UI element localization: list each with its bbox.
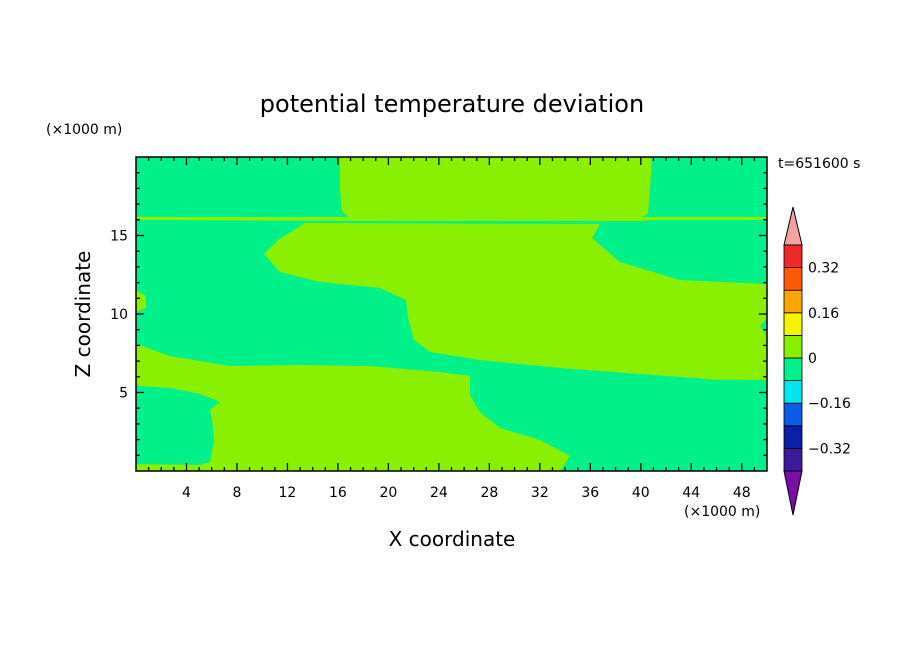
x-tick-label: 24 xyxy=(430,485,448,501)
colorbar-swatch xyxy=(783,357,803,382)
colorbar-swatch xyxy=(783,334,803,359)
colorbar-swatch xyxy=(783,425,803,449)
y-tick-label: 5 xyxy=(119,386,128,402)
x-tick-label: 4 xyxy=(182,485,191,501)
x-tick-label: 44 xyxy=(682,485,700,501)
x-tick-label: 20 xyxy=(379,485,397,501)
x-tick-label: 40 xyxy=(632,485,650,501)
chart-title: potential temperature deviation xyxy=(260,90,644,118)
colorbar-over-arrow xyxy=(783,206,803,246)
colorbar: 0.32 0.16 0 −0.16 −0.32 xyxy=(783,206,851,516)
colorbar-swatch xyxy=(783,312,803,336)
colorbar-under-arrow xyxy=(783,470,803,516)
colorbar-label: 0.16 xyxy=(808,306,839,322)
colorbar-swatch xyxy=(783,402,803,427)
x-tick-label: 16 xyxy=(329,485,347,501)
x-axis: 4 8 12 16 20 24 28 32 36 40 44 48 xyxy=(147,157,756,501)
upper-positive-region xyxy=(340,157,652,218)
colorbar-swatch xyxy=(783,289,803,314)
colorbar-label: −0.16 xyxy=(808,396,851,412)
lower-negative-region xyxy=(470,371,767,471)
y-unit-label: (×1000 m) xyxy=(46,122,122,138)
y-axis-label: Z coordinate xyxy=(71,251,95,378)
x-tick-label: 48 xyxy=(733,485,751,501)
left-edge-bubble xyxy=(136,290,146,312)
x-tick-label: 12 xyxy=(279,485,297,501)
colorbar-swatch xyxy=(783,447,803,472)
colorbar-label: −0.32 xyxy=(808,441,851,457)
x-tick-label: 32 xyxy=(531,485,549,501)
x-unit-label: (×1000 m) xyxy=(684,504,760,520)
heatmap-field xyxy=(136,157,767,471)
colorbar-swatch xyxy=(783,380,803,404)
colorbar-label: 0.32 xyxy=(808,261,839,277)
right-edge-notch xyxy=(760,318,767,336)
time-label: t=651600 s xyxy=(778,156,860,172)
x-tick-label: 8 xyxy=(232,485,241,501)
x-tick-label: 36 xyxy=(581,485,599,501)
colorbar-label: 0 xyxy=(808,351,817,367)
mid-positive-region xyxy=(264,223,767,383)
x-tick-label: 28 xyxy=(480,485,498,501)
y-tick-label: 15 xyxy=(110,229,128,245)
x-axis-label: X coordinate xyxy=(389,527,516,551)
tropopause-thin-band xyxy=(136,217,767,221)
y-axis: 5 10 15 xyxy=(110,172,767,456)
y-tick-label: 10 xyxy=(110,307,128,323)
colorbar-swatch xyxy=(783,244,803,269)
colorbar-swatch xyxy=(783,267,803,291)
